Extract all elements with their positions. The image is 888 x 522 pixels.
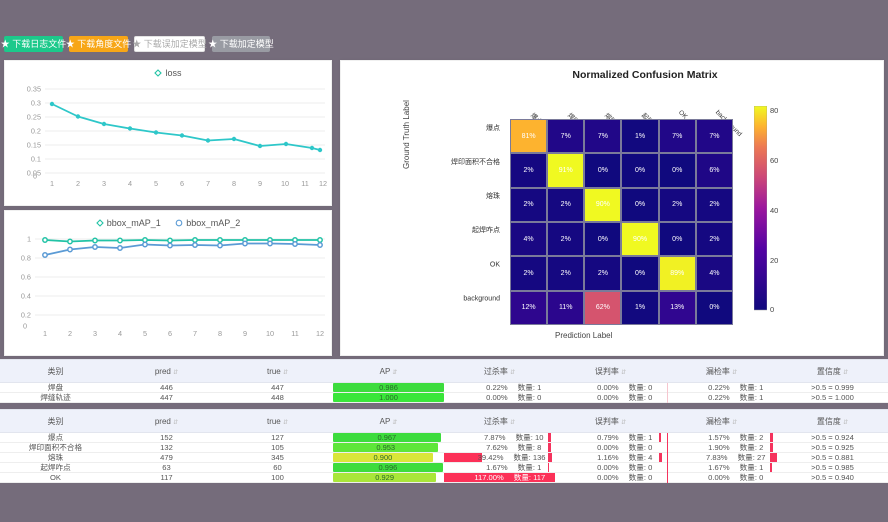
svg-text:0: 0 xyxy=(33,172,37,181)
svg-text:9: 9 xyxy=(258,179,262,188)
svg-text:9: 9 xyxy=(243,329,247,338)
svg-text:1: 1 xyxy=(50,179,54,188)
svg-text:6: 6 xyxy=(180,179,184,188)
svg-text:8: 8 xyxy=(232,179,236,188)
svg-text:2: 2 xyxy=(76,179,80,188)
svg-text:7: 7 xyxy=(206,179,210,188)
svg-text:5: 5 xyxy=(143,329,147,338)
svg-text:10: 10 xyxy=(266,329,274,338)
svg-text:5: 5 xyxy=(154,179,158,188)
svg-text:7: 7 xyxy=(193,329,197,338)
svg-text:12: 12 xyxy=(319,179,327,188)
svg-text:0: 0 xyxy=(23,322,27,331)
svg-text:0.6: 0.6 xyxy=(21,273,31,282)
svg-text:6: 6 xyxy=(168,329,172,338)
svg-text:0.8: 0.8 xyxy=(21,254,31,263)
svg-text:3: 3 xyxy=(93,329,97,338)
svg-text:1: 1 xyxy=(43,329,47,338)
svg-text:0.25: 0.25 xyxy=(27,113,41,122)
svg-text:4: 4 xyxy=(118,329,122,338)
svg-text:12: 12 xyxy=(316,329,324,338)
svg-text:4: 4 xyxy=(128,179,132,188)
svg-text:0.3: 0.3 xyxy=(31,99,41,108)
svg-text:2: 2 xyxy=(68,329,72,338)
svg-text:0.15: 0.15 xyxy=(27,141,41,150)
svg-text:0.4: 0.4 xyxy=(21,292,31,301)
svg-text:0.2: 0.2 xyxy=(21,311,31,320)
svg-text:8: 8 xyxy=(218,329,222,338)
svg-text:0.1: 0.1 xyxy=(31,155,41,164)
svg-text:11: 11 xyxy=(301,179,309,188)
svg-text:3: 3 xyxy=(102,179,106,188)
svg-text:11: 11 xyxy=(291,329,299,338)
svg-text:10: 10 xyxy=(281,179,289,188)
svg-text:0.2: 0.2 xyxy=(31,127,41,136)
svg-text:1: 1 xyxy=(27,235,31,244)
svg-text:0.35: 0.35 xyxy=(27,85,41,94)
